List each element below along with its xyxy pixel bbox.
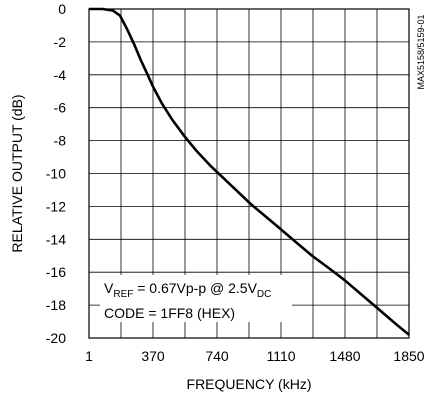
x-tick-labels: 1 370 740 1110 1480 1850 bbox=[85, 348, 425, 364]
y-tick-label: -12 bbox=[46, 198, 66, 214]
x-tick-label: 1110 bbox=[266, 348, 295, 364]
y-axis-title: RELATIVE OUTPUT (dB) bbox=[9, 94, 25, 252]
x-axis-title: FREQUENCY (kHz) bbox=[187, 376, 312, 392]
annotation-line-1: VREF = 0.67Vp-p @ 2.5VDC bbox=[104, 280, 271, 300]
y-tick-label: 0 bbox=[58, 1, 66, 17]
annotation-box bbox=[100, 275, 292, 322]
x-tick-label: 370 bbox=[141, 348, 165, 364]
y-tick-label: -16 bbox=[46, 264, 66, 280]
y-tick-label: -18 bbox=[46, 297, 66, 313]
y-tick-label: -8 bbox=[54, 133, 67, 149]
y-tick-label: -14 bbox=[46, 231, 66, 247]
figure-code-label: MAX5158/5159-01 bbox=[416, 14, 426, 89]
plot-frame bbox=[88, 8, 410, 339]
y-tick-label: -10 bbox=[46, 166, 66, 182]
y-tick-label: -6 bbox=[54, 100, 67, 116]
series-line bbox=[89, 7, 410, 336]
x-tick-label: 1850 bbox=[393, 348, 424, 364]
x-tick-label: 1480 bbox=[329, 348, 360, 364]
y-tick-label: -2 bbox=[54, 34, 67, 50]
y-tick-label: -4 bbox=[54, 67, 67, 83]
y-tick-label: -20 bbox=[46, 330, 66, 346]
y-tick-labels: 0 -2 -4 -6 -8 -10 -12 -14 -16 -18 -20 bbox=[46, 1, 66, 346]
x-tick-label: 740 bbox=[205, 348, 229, 364]
x-tick-label: 1 bbox=[85, 348, 93, 364]
annotation-line-2: CODE = 1FF8 (HEX) bbox=[104, 305, 235, 321]
